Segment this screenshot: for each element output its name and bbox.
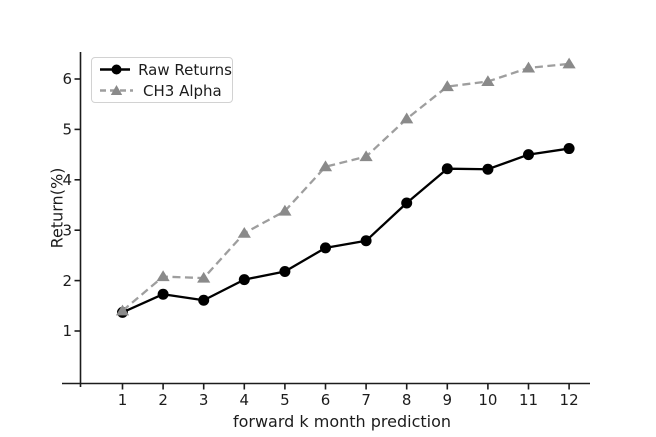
y-tick-label: 1 xyxy=(62,322,72,340)
y-tick-label: 4 xyxy=(62,171,72,189)
y-axis-label: Return(%) xyxy=(47,167,67,249)
ch3-alpha-marker xyxy=(562,57,576,69)
raw-returns-marker xyxy=(563,143,575,155)
ch3-alpha-marker xyxy=(318,160,333,172)
y-tick-label: 6 xyxy=(62,70,72,88)
y-tick-label: 3 xyxy=(62,221,72,239)
x-tick-label: 7 xyxy=(361,391,371,409)
raw-returns-marker xyxy=(401,197,413,209)
x-tick-label: 9 xyxy=(443,391,453,409)
raw-returns-marker xyxy=(320,242,331,254)
raw-returns-marker xyxy=(198,294,210,306)
x-tick-label: 11 xyxy=(519,391,538,409)
legend-item-ch3-alpha: CH3 Alpha xyxy=(99,80,232,101)
series-raw-returns xyxy=(117,143,575,318)
x-tick-label: 5 xyxy=(280,391,290,409)
legend-label-ch3-alpha: CH3 Alpha xyxy=(143,81,222,100)
raw-returns-line xyxy=(122,147,570,314)
y-tick-label: 5 xyxy=(62,121,72,139)
x-tick-label: 10 xyxy=(478,391,497,409)
raw-returns-marker xyxy=(482,163,494,175)
ch3-alpha-marker xyxy=(440,80,454,92)
ch3-alpha-marker xyxy=(481,75,495,87)
x-tick-label: 12 xyxy=(560,391,579,409)
raw-returns-line-sample-icon xyxy=(100,64,131,75)
raw-returns-marker xyxy=(238,274,250,286)
x-tick-label: 1 xyxy=(118,391,128,409)
ch3-alpha-marker xyxy=(521,61,536,73)
ch3-alpha-marker xyxy=(156,270,170,282)
legend-label-raw-returns: Raw Returns xyxy=(138,60,232,79)
legend: Raw Returns CH3 Alpha xyxy=(91,57,233,103)
raw-returns-marker xyxy=(523,149,534,161)
x-tick-label: 3 xyxy=(199,391,209,409)
y-tick-label: 2 xyxy=(62,272,72,290)
raw-returns-marker xyxy=(441,163,453,175)
ch3-alpha-marker xyxy=(197,271,211,283)
x-tick-label: 2 xyxy=(158,391,168,409)
legend-item-raw-returns: Raw Returns xyxy=(99,59,232,80)
ch3-alpha-marker xyxy=(115,304,130,316)
ch3-alpha-marker xyxy=(237,226,251,238)
ch3-alpha-line-sample-icon xyxy=(100,85,133,95)
x-tick-label: 4 xyxy=(240,391,250,409)
raw-returns-marker xyxy=(360,235,372,247)
raw-returns-marker xyxy=(157,288,169,300)
ch3-alpha-marker xyxy=(400,112,414,124)
x-tick-label: 8 xyxy=(402,391,412,409)
series-ch3-alpha xyxy=(115,57,576,316)
legend-sample-marker xyxy=(111,64,122,75)
x-axis-label: forward k month prediction xyxy=(232,412,452,431)
x-tick-label: 6 xyxy=(321,391,331,409)
raw-returns-marker xyxy=(279,266,291,278)
ch3-alpha-marker xyxy=(278,204,292,216)
ch3-alpha-marker xyxy=(359,150,373,162)
legend-sample-marker xyxy=(110,85,123,95)
ch3-alpha-line xyxy=(121,62,570,312)
